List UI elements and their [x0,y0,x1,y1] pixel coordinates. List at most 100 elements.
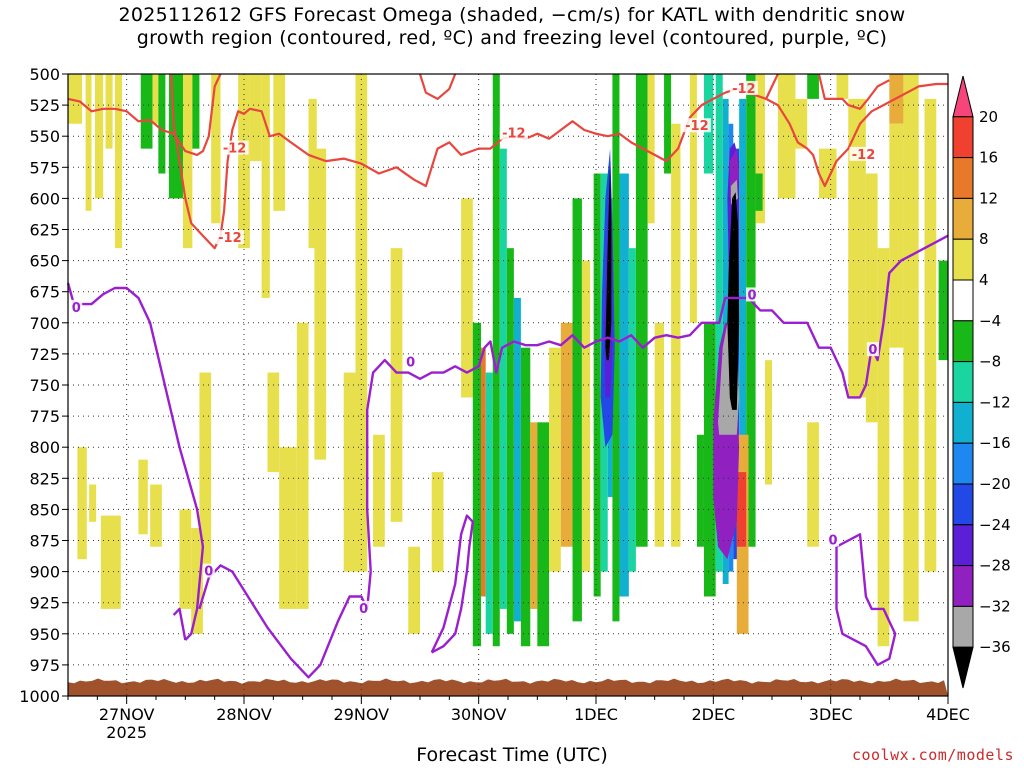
omega-strip [238,74,250,249]
colorbar-label: −20 [979,475,1011,493]
y-tick-label: 775 [29,407,60,426]
y-tick-label: 725 [29,345,60,364]
omega-strip [179,509,192,609]
ground-surface [68,678,948,696]
omega-strip [746,74,756,547]
colorbar-cap-top [952,75,974,118]
y-tick-label: 850 [29,500,60,519]
omega-strip [696,434,704,547]
contour-label-bg [746,287,759,302]
omega-strip [795,98,808,149]
omega-strip [249,74,262,162]
omega-strip [158,74,166,174]
omega-strip [355,74,368,572]
contour-label: -12 [218,231,242,246]
omega-strip [308,98,317,249]
dendritic-contour-line [67,73,222,156]
omega-strip [903,74,919,622]
colorbar-segment [952,157,974,199]
omega-strip [654,322,665,547]
omega-strip [138,459,148,535]
colorbar-segment [952,442,974,485]
colorbar-segment [952,197,974,240]
contour-label: -12 [223,142,247,157]
chart-title-line2: growth region (contoured, red, ºC) and f… [136,27,888,49]
omega-strip [807,422,819,547]
dendritic-contour-line [817,73,890,110]
y-tick-label: 675 [29,283,60,302]
y-tick-label: 525 [29,96,60,115]
contour-label: 0 [748,288,757,303]
x-tick-label: 1DEC [574,705,618,724]
colorbar-segment [952,279,974,322]
x-tick-label: 3DEC [809,705,853,724]
y-tick-label: 800 [29,438,60,457]
contour-label-bg [827,532,840,547]
y-tick-label: 575 [29,158,60,177]
colorbar-segment [952,401,974,444]
contour-label-bg [357,600,370,615]
freezing-level-contour-line [66,282,205,641]
omega-strip [261,74,270,298]
colorbar-segment [952,524,974,567]
omega-strip [924,98,937,572]
y-tick-label: 500 [29,65,60,84]
y-tick-label: 650 [29,252,60,271]
omega-strip [492,74,500,647]
omega-core [727,192,740,410]
colorbar-label: 8 [979,230,989,248]
contour-label-bg [849,146,878,161]
colorbar-label: 4 [979,271,989,289]
omega-strip [560,322,573,547]
omega-strip [572,198,582,622]
omega-strip [647,74,655,224]
contour-label-bg [729,80,758,95]
omega-strip [68,74,83,124]
colorbar-label: −8 [979,353,1001,371]
colorbar-label: −36 [979,638,1011,656]
contour-label-layer: -12 -12 -12 -12 -12 -12 0 0 0 0 0 0 0 [70,80,879,617]
omega-strip [481,347,486,597]
x-tick-label: 4DEC [926,705,970,724]
omega-strip [549,347,561,572]
y-tick-label: 750 [29,376,60,395]
y-tick-label: 875 [29,532,60,551]
contour-label: 0 [868,343,877,358]
omega-strip [581,260,591,572]
x-tick-label: 29NOV [334,705,390,724]
contour-label-bg [215,230,244,245]
chart-title: 2025112612 GFS Forecast Omega (shaded, −… [0,4,1024,50]
omega-strip [373,434,385,547]
colorbar-label: 12 [979,189,998,207]
omega-strip [612,74,620,622]
contour-label-bg [682,118,711,133]
contour-label-bg [202,563,215,578]
omega-strip [140,74,153,149]
colorbar-label: 20 [979,108,998,126]
colorbar-segment [952,116,974,159]
omega-strip [94,74,104,199]
colorbar-label: 16 [979,149,998,167]
omega-strip [764,360,772,485]
omega-strip [777,74,796,199]
omega-strip [938,260,948,361]
omega-strip [836,74,849,99]
dendritic-contour-line [765,82,948,188]
freezing-level-contour-line [172,607,187,641]
grid-layer [68,74,948,696]
omega-strip [267,372,280,473]
omega-strip [279,447,297,609]
omega-strip [199,372,212,572]
colorbar-label: −16 [979,434,1011,452]
contour-label-bg [70,299,83,314]
omega-strip [100,515,121,609]
omega-strip [182,74,193,249]
y-tick-label: 950 [29,625,60,644]
colorbar-label: −24 [979,516,1011,534]
omega-strip [85,74,92,211]
colorbar-label: −32 [979,597,1011,615]
omega-strip [191,528,203,634]
y-tick-label: 975 [29,656,60,675]
contour-label: -12 [732,82,756,97]
freezing-level-contour-line [430,514,474,654]
